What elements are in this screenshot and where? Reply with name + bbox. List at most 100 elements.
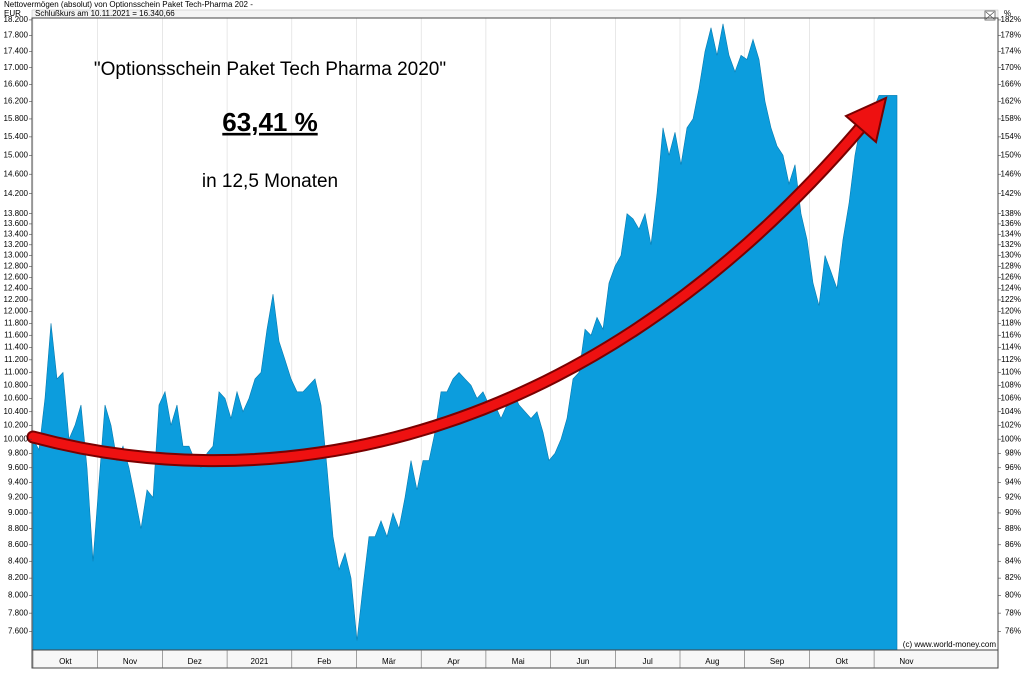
y-tick-label: 13.200 — [4, 240, 29, 249]
y2-tick-label: 130% — [1001, 251, 1021, 260]
y2-tick-label: 124% — [1001, 284, 1021, 293]
arrow-body — [28, 121, 867, 466]
x-tick-label: Apr — [447, 657, 460, 666]
y2-tick-label: 82% — [1005, 573, 1021, 582]
x-tick-label: Jul — [643, 657, 653, 666]
x-tick-label: Sep — [770, 657, 785, 666]
y2-tick-label: 136% — [1001, 219, 1021, 228]
y2-tick-label: 98% — [1005, 448, 1021, 457]
y2-tick-label: 162% — [1001, 97, 1021, 106]
y-tick-label: 8.400 — [8, 556, 29, 565]
y-tick-label: 13.000 — [4, 251, 29, 260]
y2-tick-label: 100% — [1001, 434, 1021, 443]
annotation-title: "Optionsschein Paket Tech Pharma 2020" — [94, 59, 446, 80]
y-tick-label: 7.800 — [8, 608, 29, 617]
y2-tick-label: 84% — [1005, 556, 1021, 565]
y-tick-label: 18.200 — [4, 15, 29, 24]
y2-tick-label: 126% — [1001, 272, 1021, 281]
annotation-period: in 12,5 Monaten — [202, 171, 338, 192]
y2-tick-label: 108% — [1001, 380, 1021, 389]
y-tick-label: 11.000 — [4, 368, 28, 377]
x-tick-label: Okt — [836, 657, 849, 666]
y-tick-label: 15.000 — [4, 150, 29, 159]
y-tick-label: 10.400 — [4, 407, 29, 416]
y-tick-label: 13.800 — [4, 209, 29, 218]
y-tick-label: 14.600 — [4, 169, 29, 178]
arrow-head — [844, 96, 888, 144]
y-tick-label: 9.000 — [8, 508, 29, 517]
x-tick-label: Dez — [188, 657, 202, 666]
y2-tick-label: 166% — [1001, 79, 1021, 88]
y-tick-label: 8.800 — [8, 524, 29, 533]
x-tick-label: Mai — [512, 657, 525, 666]
y2-tick-label: 96% — [1005, 463, 1021, 472]
y-tick-label: 9.600 — [8, 463, 29, 472]
header-title: Nettovermögen (absolut) von Optionsschei… — [4, 0, 253, 9]
y-tick-label: 16.600 — [4, 79, 29, 88]
area — [32, 23, 898, 651]
y2-tick-label: 158% — [1001, 114, 1021, 123]
y2-tick-label: 114% — [1001, 343, 1021, 352]
y-tick-label: 12.600 — [4, 272, 29, 281]
y-tick-label: 10.800 — [4, 380, 29, 389]
y-tick-label: 17.400 — [4, 47, 29, 56]
x-tick-label: Aug — [705, 657, 719, 666]
y2-tick-label: 174% — [1001, 47, 1021, 56]
y-tick-label: 8.600 — [8, 540, 29, 549]
header-bar — [31, 9, 999, 19]
y2-tick-label: 106% — [1001, 393, 1021, 402]
y-tick-label: 16.200 — [4, 97, 29, 106]
x-tick-label: 2021 — [251, 657, 269, 666]
y-tick-label: 8.000 — [8, 591, 29, 600]
y2-tick-label: 80% — [1005, 591, 1021, 600]
y2-tick-label: 116% — [1001, 330, 1021, 339]
annotation-performance: 63,41 % — [222, 107, 317, 137]
y2-tick-label: 128% — [1001, 261, 1021, 270]
y-tick-label: 10.000 — [4, 434, 29, 443]
y-tick-label: 9.800 — [8, 448, 29, 457]
y2-tick-label: 122% — [1001, 295, 1021, 304]
y2-tick-label: 142% — [1001, 189, 1021, 198]
x-tick-label: Feb — [317, 657, 331, 666]
y-tick-label: 11.400 — [4, 343, 28, 352]
y2-tick-label: 76% — [1005, 626, 1021, 635]
y2-tick-label: 154% — [1001, 132, 1021, 141]
y2-tick-label: 112% — [1001, 355, 1021, 364]
y-tick-label: 15.400 — [4, 132, 29, 141]
x-tick-label: Nov — [899, 657, 913, 666]
x-tick-label: Okt — [59, 657, 72, 666]
y-tick-label: 11.200 — [4, 355, 28, 364]
y-tick-label: 17.800 — [4, 31, 29, 40]
y-tick-label: 15.800 — [4, 114, 29, 123]
x-tick-label: Nov — [123, 657, 137, 666]
y2-tick-label: 94% — [1005, 478, 1021, 487]
y2-tick-label: 132% — [1001, 240, 1021, 249]
y-tick-label: 13.400 — [4, 229, 29, 238]
y2-tick-label: 88% — [1005, 524, 1021, 533]
right-unit: % — [1004, 9, 1011, 18]
y-tick-label: 12.800 — [4, 261, 29, 270]
y-tick-label: 10.600 — [4, 393, 29, 402]
y-tick-label: 8.200 — [8, 573, 29, 582]
y-tick-label: 10.200 — [4, 420, 29, 429]
y2-tick-label: 150% — [1001, 150, 1021, 159]
y-tick-label: 9.200 — [8, 493, 29, 502]
y-tick-label: 14.200 — [4, 189, 29, 198]
y-tick-label: 11.800 — [4, 318, 28, 327]
y2-tick-label: 134% — [1001, 229, 1021, 238]
y-tick-label: 9.400 — [8, 478, 29, 487]
month-bar — [31, 649, 999, 669]
y2-tick-label: 90% — [1005, 508, 1021, 517]
y2-tick-label: 178% — [1001, 31, 1021, 40]
y2-tick-label: 92% — [1005, 493, 1021, 502]
y-tick-label: 12.200 — [4, 295, 29, 304]
y2-tick-label: 138% — [1001, 209, 1021, 218]
left-unit: EUR — [4, 9, 21, 18]
credit: (c) www.world-money.com — [903, 640, 997, 649]
y-tick-label: 13.600 — [4, 219, 29, 228]
y2-tick-label: 118% — [1001, 318, 1021, 327]
y2-tick-label: 182% — [1001, 15, 1021, 24]
x-tick-label: Jun — [576, 657, 589, 666]
y2-tick-label: 120% — [1001, 307, 1021, 316]
